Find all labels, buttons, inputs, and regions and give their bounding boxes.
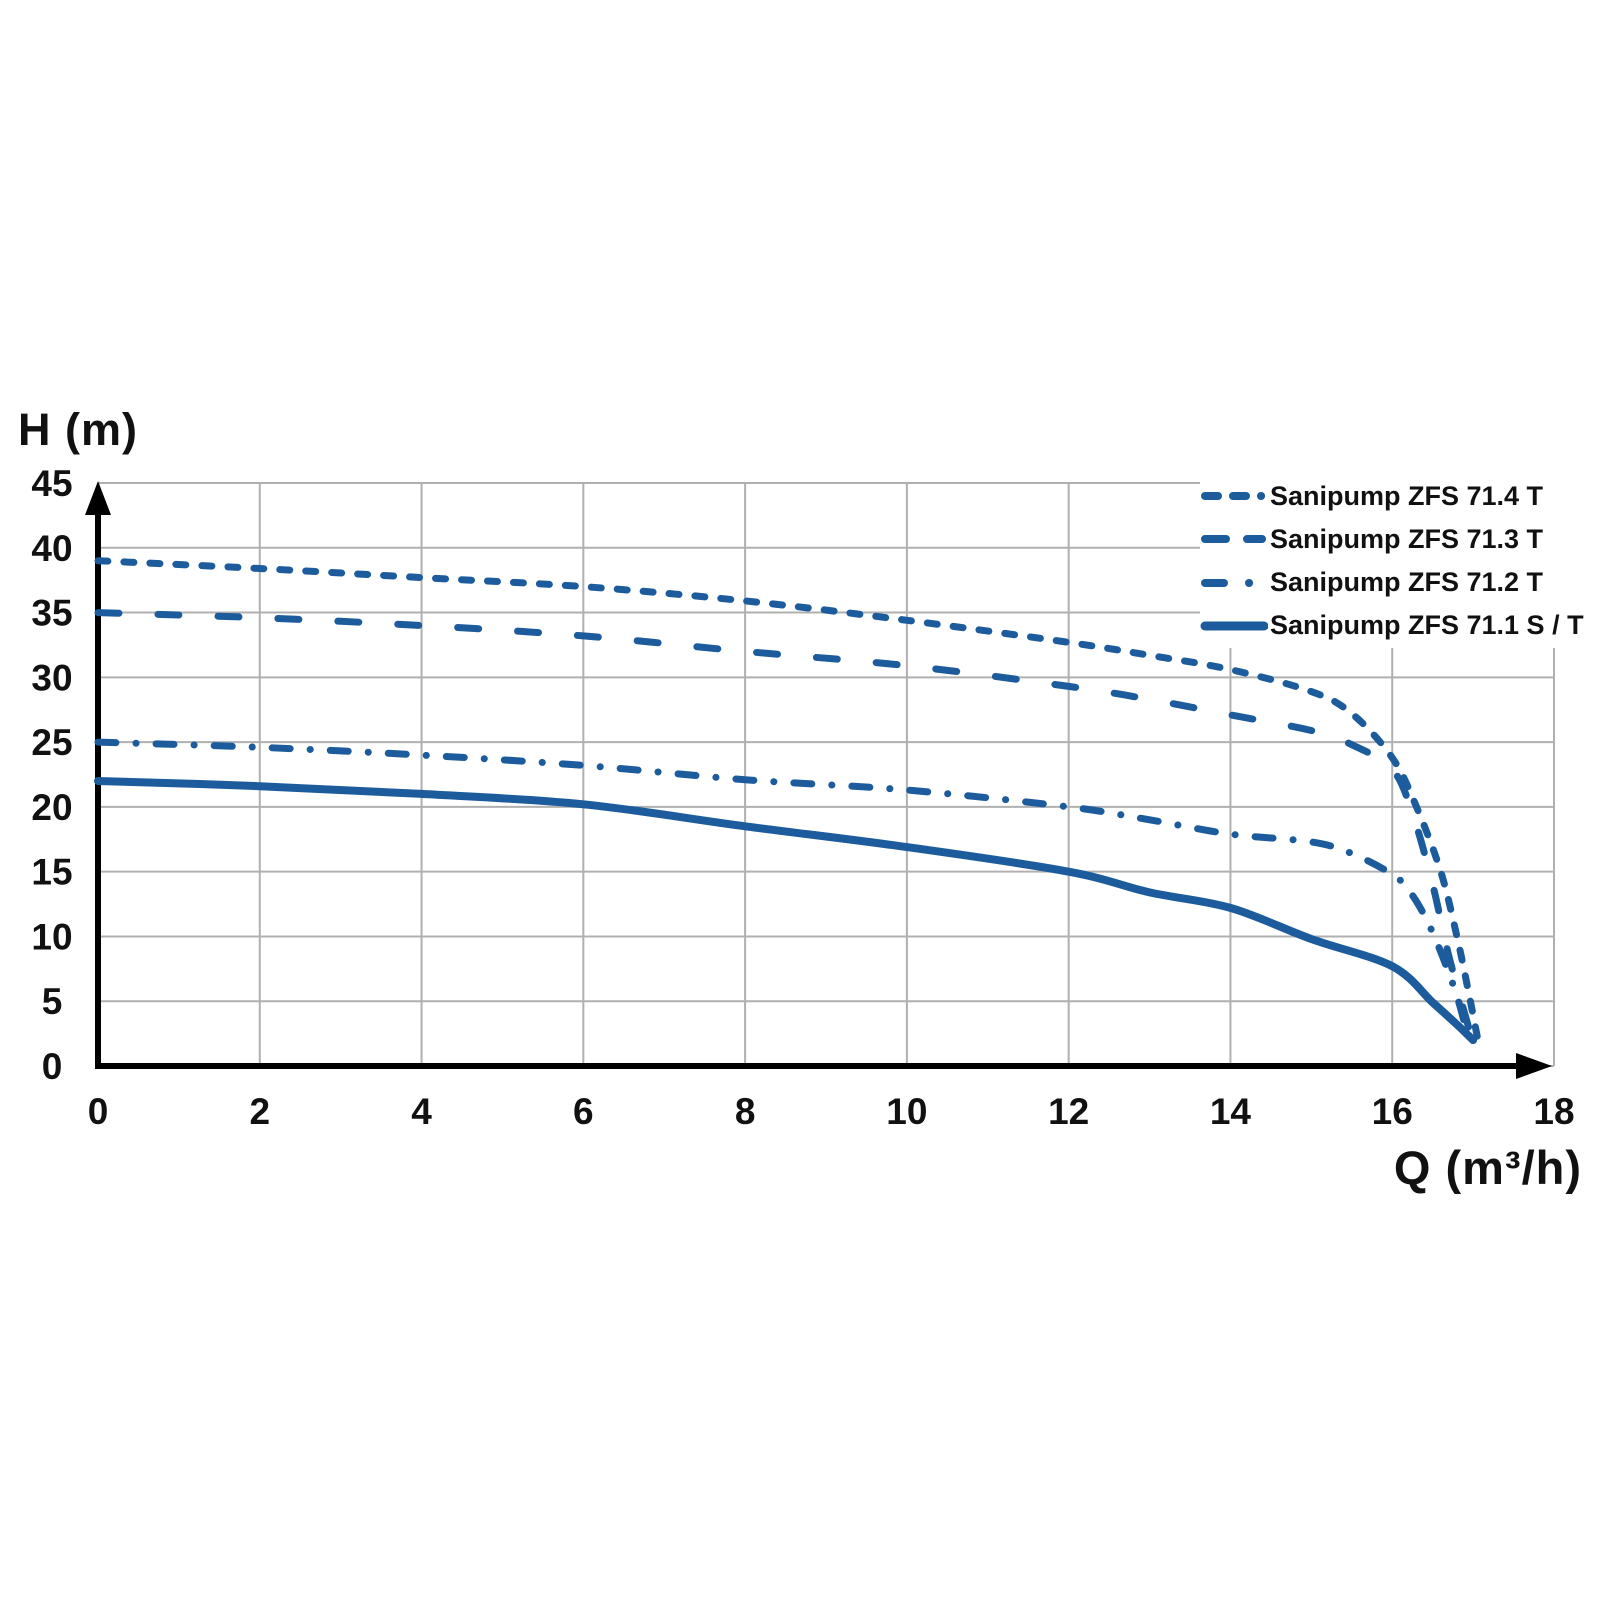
y-tick-label: 40 [31,528,72,569]
curve-series-1 [94,557,1481,1040]
x-axis-title: Q (m³/h) [1393,1141,1582,1194]
legend-label: Sanipump ZFS 71.3 T [1270,523,1544,554]
x-tick-label: 16 [1372,1091,1413,1132]
y-axis-arrow-icon [85,481,111,515]
legend-label: Sanipump ZFS 71.4 T [1270,480,1544,511]
curve-series-3 [94,738,1471,1039]
legend-item-1: Sanipump ZFS 71.4 T [1200,476,1566,516]
y-tick-label: 20 [31,787,72,828]
legend-marker-icon [1200,621,1268,631]
x-tick-label: 6 [573,1091,594,1132]
curves [94,557,1481,1045]
y-tick-label: 10 [31,916,72,957]
y-tick-label: 35 [31,593,72,634]
legend-marker-icon [1201,578,1268,587]
y-tick-label: 5 [42,981,63,1022]
legend-label: Sanipump ZFS 71.1 S / T [1270,610,1584,641]
x-tick-label: 0 [88,1091,109,1132]
x-tick-label: 18 [1533,1091,1574,1132]
legend-label: Sanipump ZFS 71.2 T [1270,567,1544,598]
tick-labels: 0 2 4 6 8 10 12 14 16 18 0 5 10 15 20 25 30 35 40 45 [31,463,1574,1132]
x-axis-arrow-icon [1516,1053,1552,1079]
y-tick-label: 15 [31,852,72,893]
legend-item-3: Sanipump ZFS 71.2 T [1200,563,1566,603]
x-tick-label: 12 [1048,1091,1089,1132]
curve-series-4 [94,777,1478,1045]
x-tick-label: 10 [886,1091,927,1132]
x-tick-label: 8 [735,1091,756,1132]
x-tick-label: 2 [249,1091,270,1132]
y-tick-label: 25 [31,722,72,763]
y-tick-label: 45 [31,463,72,504]
y-tick-label: 30 [31,657,72,698]
legend-item-2: Sanipump ZFS 71.3 T [1200,519,1566,559]
legend-marker-icon [1201,492,1268,500]
legend-marker-icon [1201,535,1268,544]
y-tick-label: 0 [42,1046,63,1087]
y-axis-title: H (m) [18,404,138,455]
legend-item-4: Sanipump ZFS 71.1 S / T [1200,606,1584,646]
legend: Sanipump ZFS 71.4 T Sanipump ZFS 71.3 T Sa… [1200,474,1584,648]
axes [85,481,1552,1079]
x-tick-label: 14 [1210,1091,1252,1132]
x-tick-label: 4 [411,1091,432,1132]
